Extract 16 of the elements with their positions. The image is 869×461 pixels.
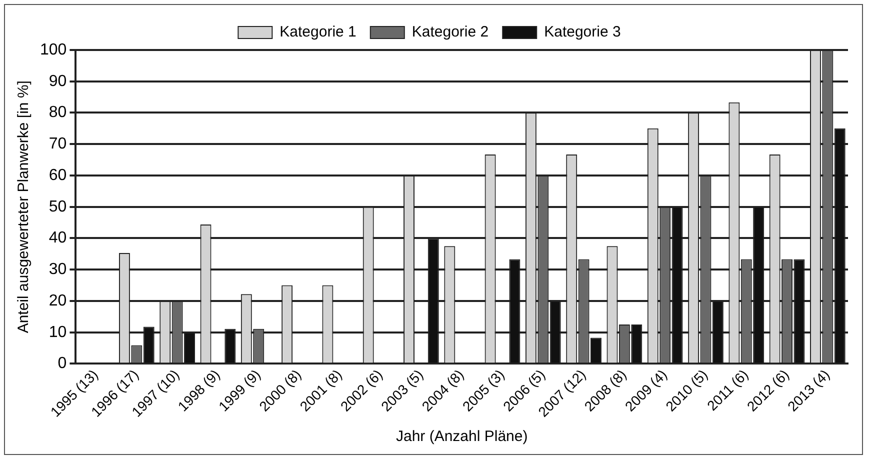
legend-label: Kategorie 3 (544, 24, 621, 41)
y-tick-label: 70 (48, 136, 67, 153)
y-tick-label: 80 (48, 104, 67, 122)
y-tick-label: 60 (48, 166, 67, 184)
y-axis-title: Anteil ausgewerteter Planwerke [in %] (15, 80, 32, 334)
y-tick-label: 40 (48, 230, 67, 247)
y-tick-label: 90 (48, 72, 67, 90)
y-tick-label: 100 (40, 41, 67, 58)
y-tick-label: 30 (48, 261, 67, 278)
x-axis-title: Jahr (Anzahl Pläne) (396, 428, 528, 446)
y-tick-label: 10 (48, 324, 67, 341)
legend-label: Kategorie 1 (280, 24, 356, 41)
y-tick-label: 0 (58, 355, 67, 372)
y-tick-label: 50 (48, 198, 67, 216)
legend-label: Kategorie 2 (412, 24, 489, 41)
y-tick-label: 20 (48, 292, 67, 310)
